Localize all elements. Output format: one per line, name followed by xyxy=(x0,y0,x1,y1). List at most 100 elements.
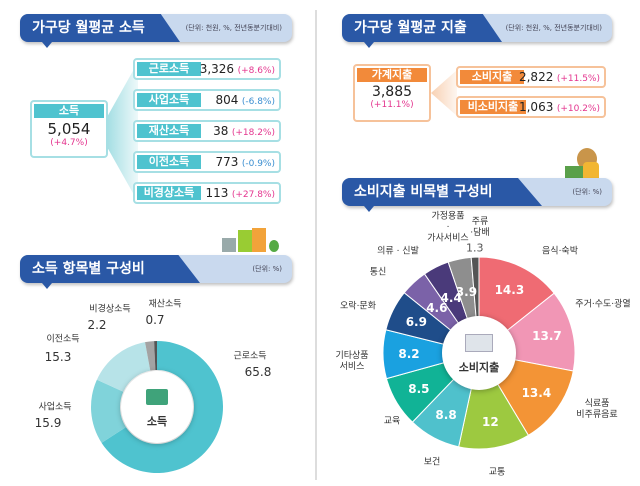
slice-value: 8.5 xyxy=(408,381,430,396)
money-chart-icon xyxy=(146,389,168,405)
slice-label: 교통 xyxy=(488,467,506,478)
slice-value: 4.6 xyxy=(426,300,448,315)
slice-label: 주류 ·담배 xyxy=(470,217,490,238)
expense-total-change: (+11.1%) xyxy=(370,100,414,110)
slice-label: 통신 xyxy=(369,267,387,278)
income-total-box: 소득 5,054 (+4.7%) xyxy=(30,100,108,158)
banner-tail xyxy=(364,42,374,48)
income-total-label: 소득 xyxy=(34,104,104,118)
row-value: 113 (+27.8%) xyxy=(205,186,275,202)
expense-total-box: 가계지출 3,885 (+11.1%) xyxy=(353,64,431,122)
expense-row: 비소비지출 1,063 (+10.2%) xyxy=(456,96,606,118)
slice-label: 재산소득 xyxy=(148,299,182,310)
slice-label: 비경상소득 xyxy=(89,304,131,315)
slice-label: 가정용품 · 가사서비스 xyxy=(427,211,469,244)
expense-title: 가구당 월평균 지출 xyxy=(342,14,502,42)
slice-value: 3.9 xyxy=(455,285,478,300)
row-value: 3,326 (+8.6%) xyxy=(200,62,275,78)
center-label: 소비지출 xyxy=(458,361,500,374)
income-row: 사업소득 804 (-6.8%) xyxy=(133,89,281,111)
income-share-unit: (단위: %) xyxy=(252,265,282,273)
row-label: 비경상소득 xyxy=(137,186,201,200)
expense-unit: (단위: 천원, %, 전년동분기대비) xyxy=(505,24,602,32)
income-banner: 가구당 월평균 소득 (단위: 천원, %, 전년동분기대비) xyxy=(20,14,292,42)
row-value: 38 (+18.2%) xyxy=(213,124,275,140)
slice-value: 13.7 xyxy=(532,329,562,344)
wheel-center xyxy=(442,316,516,390)
income-slice xyxy=(145,341,156,371)
income-slice xyxy=(154,341,157,371)
row-value: 1,063 (+10.2%) xyxy=(519,100,600,116)
row-label: 근로소득 xyxy=(137,62,201,76)
expense-share-banner: 소비지출 비목별 구성비 (단위: %) xyxy=(342,178,612,206)
value: 1,063 xyxy=(518,100,554,114)
row-label: 재산소득 xyxy=(137,124,201,138)
slice-label: 주거·수도·광열 xyxy=(575,299,631,310)
money-icon xyxy=(565,148,605,182)
income-slice xyxy=(91,379,126,443)
income-slice xyxy=(101,341,224,473)
expense-row: 소비지출 2,822 (+11.5%) xyxy=(456,66,606,88)
slice-label: 식료품 비주류음료 xyxy=(576,399,618,420)
value: 804 xyxy=(215,93,239,107)
slice-label: 교육 xyxy=(383,416,401,427)
income-title: 가구당 월평균 소득 xyxy=(20,14,180,42)
slice-value: 13.4 xyxy=(521,386,552,401)
expense-share-unit: (단위: %) xyxy=(572,188,602,196)
change: (+10.2%) xyxy=(556,104,600,114)
change: (+27.8%) xyxy=(231,190,275,200)
slice-value: 6.9 xyxy=(405,314,427,329)
row-value: 773 (-0.9%) xyxy=(215,155,275,171)
row-label: 소비지출 xyxy=(460,70,524,84)
income-row: 재산소득 38 (+18.2%) xyxy=(133,120,281,142)
slice-value: 4.4 xyxy=(440,290,462,305)
change: (-6.8%) xyxy=(241,97,275,107)
expense-total-label: 가계지출 xyxy=(357,68,427,82)
slice-label: 음식·숙박 xyxy=(542,246,578,257)
banner-tail xyxy=(42,283,52,289)
slice-label: 보건 xyxy=(423,457,441,468)
row-label: 비소비지출 xyxy=(460,100,526,114)
slice-label: 이전소득 xyxy=(46,334,80,345)
slice-value: 15.9 xyxy=(34,416,62,430)
receipt-icon xyxy=(465,334,493,352)
income-share-banner: 소득 항목별 구성비 (단위: %) xyxy=(20,255,292,283)
value: 2,822 xyxy=(518,70,554,84)
divider xyxy=(315,10,317,480)
change: (+11.5%) xyxy=(556,74,600,84)
income-slice xyxy=(96,342,151,392)
income-total-value: 5,054 xyxy=(47,120,91,138)
value: 38 xyxy=(213,124,229,138)
row-value: 2,822 (+11.5%) xyxy=(519,70,600,86)
expense-share-title: 소비지출 비목별 구성비 xyxy=(342,178,542,206)
banner-tail xyxy=(42,42,52,48)
slice-label: 오락·문화 xyxy=(340,301,376,312)
slice-value: 8.2 xyxy=(398,346,420,361)
slice-value: 12 xyxy=(482,415,499,430)
change: (+18.2%) xyxy=(231,128,275,138)
row-label: 이전소득 xyxy=(137,155,201,169)
slice-value: 15.3 xyxy=(44,350,72,364)
houses-icon xyxy=(222,228,282,252)
slice-value: 0.7 xyxy=(145,313,165,327)
value: 773 xyxy=(215,155,239,169)
change: (-0.9%) xyxy=(241,159,275,169)
banner-tail xyxy=(364,206,374,212)
slice-value: 2.2 xyxy=(87,318,107,332)
expense-total-value: 3,885 xyxy=(371,84,413,100)
center-label: 소득 xyxy=(146,415,168,428)
slice-value: 8.8 xyxy=(435,407,457,422)
row-value: 804 (-6.8%) xyxy=(215,93,275,109)
slice-label: 기타상품 서비스 xyxy=(335,351,369,372)
slice-value: 1.3 xyxy=(465,241,484,255)
income-row: 비경상소득 113 (+27.8%) xyxy=(133,182,281,204)
value: 3,326 xyxy=(199,62,235,76)
slice-label: 사업소득 xyxy=(38,402,72,413)
value: 113 xyxy=(205,186,229,200)
slice-value: 14.3 xyxy=(494,282,525,297)
income-unit: (단위: 천원, %, 전년동분기대비) xyxy=(185,24,282,32)
row-label: 사업소득 xyxy=(137,93,201,107)
income-row: 근로소득 3,326 (+8.6%) xyxy=(133,58,281,80)
slice-label: 의류 · 신발 xyxy=(377,246,419,257)
